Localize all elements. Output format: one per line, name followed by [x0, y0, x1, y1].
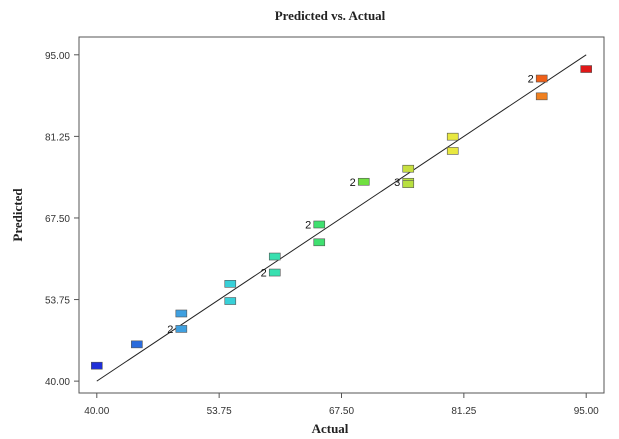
- data-points: [90, 65, 593, 370]
- data-point: [313, 220, 326, 229]
- x-tick-label: 53.75: [207, 406, 232, 417]
- data-point: [580, 65, 593, 73]
- data-point: [175, 325, 188, 333]
- data-point: [402, 180, 415, 188]
- chart-title: Predicted vs. Actual: [275, 8, 386, 23]
- data-point: [313, 238, 326, 247]
- point-count-label: 2: [305, 219, 311, 231]
- point-count-label: 2: [261, 268, 267, 280]
- point-count-label: 2: [167, 324, 173, 336]
- x-tick-label: 67.50: [329, 406, 354, 417]
- data-point: [268, 252, 281, 261]
- x-tick-label: 40.00: [84, 406, 109, 417]
- data-point: [131, 340, 143, 349]
- data-point: [535, 92, 548, 101]
- plot-frame: [78, 36, 605, 394]
- x-tick-label: 81.25: [451, 406, 476, 417]
- data-point: [268, 268, 281, 277]
- data-point: [357, 177, 370, 186]
- data-point: [535, 74, 548, 83]
- y-tick-label: 53.75: [45, 296, 70, 307]
- y-tick-label: 67.50: [45, 214, 70, 225]
- axis-ticks: 40.00 53.75 67.50 81.25 95.00 40.00 53.75 67.50…: [45, 51, 599, 417]
- count-labels: 2 2 2 2 3 2: [167, 74, 534, 336]
- y-tick-label: 81.25: [45, 132, 70, 143]
- data-point: [224, 297, 237, 305]
- data-point: [402, 164, 415, 173]
- data-point: [224, 280, 237, 288]
- y-tick-label: 40.00: [45, 377, 70, 388]
- x-tick-label: 95.00: [574, 406, 599, 417]
- point-count-label: 2: [350, 177, 356, 189]
- x-axis-label: Actual: [312, 421, 349, 436]
- data-point: [446, 147, 459, 155]
- point-count-label: 3: [394, 177, 400, 189]
- point-count-label: 2: [528, 74, 534, 86]
- y-tick-label: 95.00: [45, 51, 70, 62]
- data-point: [90, 361, 103, 370]
- data-point: [175, 309, 188, 318]
- data-point: [446, 132, 459, 141]
- y-axis-label: Predicted: [10, 188, 25, 242]
